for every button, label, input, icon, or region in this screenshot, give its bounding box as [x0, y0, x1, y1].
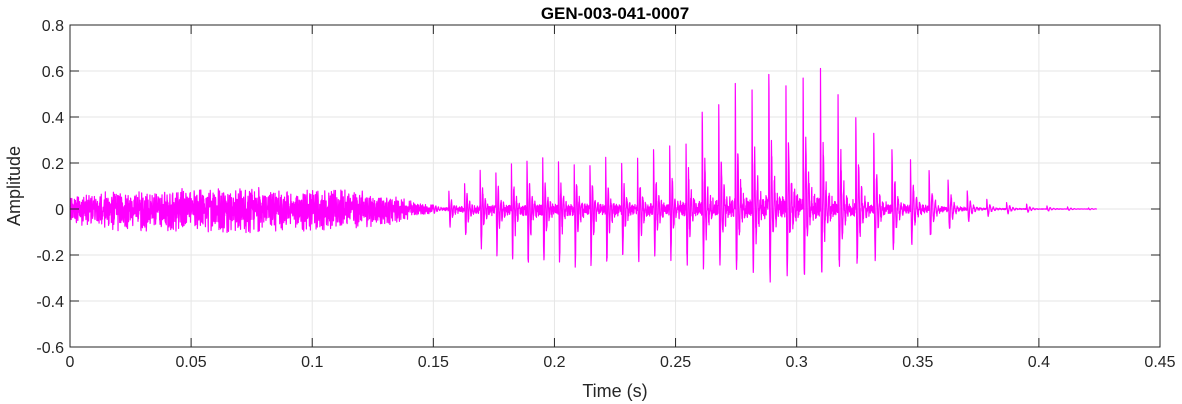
y-tick-label: -0.6 — [36, 340, 64, 357]
x-tick-label: 0.15 — [418, 354, 449, 371]
plot-frame — [69, 24, 1161, 348]
x-axis-label: Time (s) — [582, 381, 647, 401]
y-tick-label: 0.6 — [42, 64, 64, 81]
y-tick-label: 0.2 — [42, 156, 64, 173]
x-tick-label: 0.45 — [1144, 354, 1175, 371]
x-tick-label: 0.35 — [902, 354, 933, 371]
x-tick-label: 0.25 — [660, 354, 691, 371]
y-axis-label: Amplitude — [4, 146, 24, 226]
axis-ticks — [69, 24, 1161, 348]
y-tick-label: 0.4 — [42, 110, 64, 127]
x-tick-label: 0.05 — [176, 354, 207, 371]
plot-background — [70, 25, 1160, 347]
signal-layer — [69, 67, 1098, 283]
y-tick-label: 0 — [55, 202, 64, 219]
chart-title: GEN-003-041-0007 — [541, 4, 689, 23]
y-tick-label: -0.2 — [36, 248, 64, 265]
y-tick-label: -0.4 — [36, 294, 64, 311]
y-tick-labels: -0.6 -0.4 -0.2 0 0.2 0.4 0.6 0.8 — [36, 18, 64, 357]
x-tick-label: 0.4 — [1028, 354, 1050, 371]
y-tick-label: 0.8 — [42, 18, 64, 35]
x-tick-label: 0.1 — [301, 354, 323, 371]
signal-series-line — [69, 67, 1098, 283]
x-tick-label: 0 — [66, 354, 75, 371]
x-tick-labels: 0 0.05 0.1 0.15 0.2 0.25 0.3 0.35 0.4 0.45 — [66, 354, 1176, 371]
x-tick-label: 0.2 — [543, 354, 565, 371]
x-tick-label: 0.3 — [786, 354, 808, 371]
